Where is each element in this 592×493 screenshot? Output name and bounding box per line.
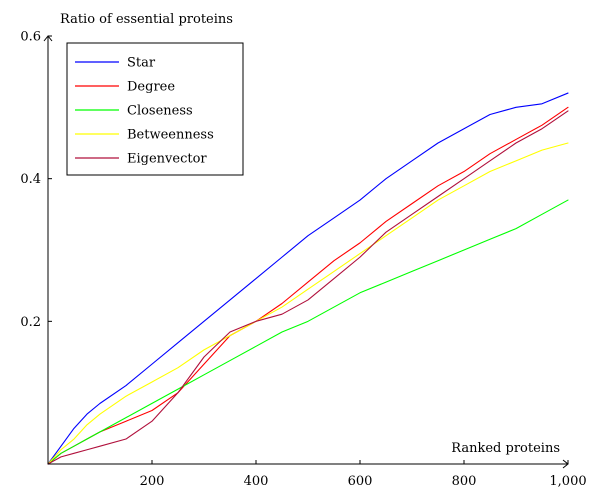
legend-box — [66, 42, 244, 176]
x-tick-label: 800 — [452, 474, 477, 489]
legend-label-degree: Degree — [127, 80, 175, 95]
y-tick-label: 0.2 — [20, 315, 41, 330]
x-tick-label: 200 — [140, 474, 165, 489]
legend-label-closeness: Closeness — [127, 104, 193, 119]
series-line-eigenvector — [47, 110, 569, 465]
series-line-betweenness — [47, 142, 569, 465]
axes: 200 400 600 800 1,000 0.2 0.4 0.6 Ranked protein… — [20, 12, 586, 489]
x-axis-title: Ranked proteins — [451, 441, 560, 456]
y-tick-label: 0.4 — [20, 172, 41, 187]
series-line-star — [47, 92, 569, 465]
legend-label-star: Star — [127, 56, 156, 71]
x-tick-label: 600 — [348, 474, 373, 489]
series-line-closeness — [47, 199, 569, 465]
series-lines — [47, 92, 569, 465]
x-tick-label: 400 — [244, 474, 269, 489]
x-tick-label: 1,000 — [549, 474, 586, 489]
legend-label-betweenness: Betweenness — [127, 128, 214, 143]
y-axis-title: Ratio of essential proteins — [60, 12, 233, 27]
legend-label-eigenvector: Eigenvector — [127, 152, 207, 167]
legend: Star Degree Closeness Betweenness Eigenvecto… — [66, 42, 244, 176]
y-tick-label: 0.6 — [20, 30, 41, 45]
